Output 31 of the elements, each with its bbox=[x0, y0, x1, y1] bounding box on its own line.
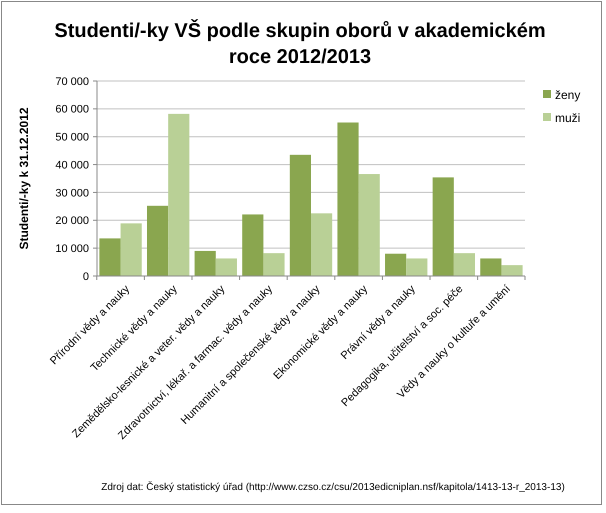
y-axis-title: Studenti/-ky k 31.12.2012 bbox=[17, 107, 31, 250]
legend-label: muži bbox=[555, 111, 580, 126]
y-tick-label: 60 000 bbox=[55, 104, 89, 116]
bar bbox=[242, 214, 264, 276]
y-tick-label: 20 000 bbox=[55, 215, 89, 228]
bar bbox=[99, 238, 121, 276]
bar bbox=[146, 206, 168, 276]
bar bbox=[432, 177, 454, 276]
y-tick-label: 0 bbox=[82, 270, 89, 283]
y-tick-label: 30 000 bbox=[55, 187, 89, 200]
bar bbox=[406, 258, 428, 276]
bar bbox=[454, 253, 476, 276]
bar bbox=[168, 114, 190, 276]
bar bbox=[480, 258, 502, 276]
y-tick-label: 50 000 bbox=[55, 132, 89, 144]
y-tick-label: 40 000 bbox=[55, 159, 89, 172]
bar bbox=[337, 122, 359, 276]
bar bbox=[311, 213, 332, 276]
legend-label: ženy bbox=[555, 88, 580, 102]
bar bbox=[120, 223, 142, 276]
bar bbox=[358, 174, 380, 276]
bar bbox=[501, 265, 523, 276]
bar bbox=[290, 154, 311, 276]
chart-title: Studenti/-ky VŠ podle skupin oborů v akademickém roce 2012/2013 bbox=[54, 19, 546, 68]
bar bbox=[263, 253, 285, 276]
text: Zdroj dat: Český statistický úřad (http://www.czso.cz/csu/2013edicniplan.nsf/kapitola/1413-13-r_2013-13) bbox=[101, 481, 565, 493]
y-tick-label: 70 000 bbox=[55, 76, 89, 88]
bar bbox=[216, 258, 237, 276]
y-tick-label: 10 000 bbox=[55, 242, 89, 255]
bar bbox=[194, 250, 216, 276]
bar bbox=[385, 254, 406, 276]
